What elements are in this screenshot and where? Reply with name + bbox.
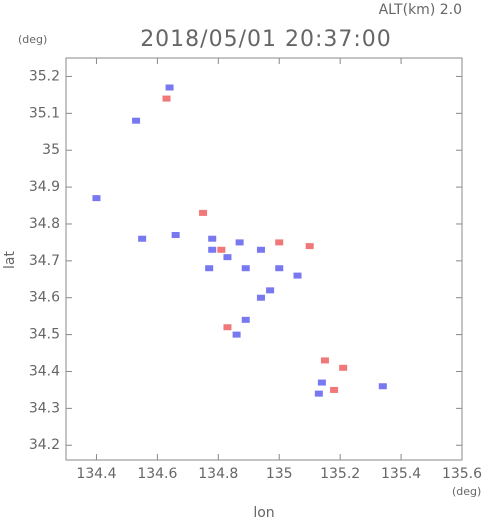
y-tick-label: 34.6: [29, 290, 60, 306]
y-tick-label: 34.2: [29, 437, 60, 453]
radar-echo: [217, 246, 226, 253]
radar-echo: [208, 246, 217, 253]
subtitle: ALT(km) 2.0: [379, 2, 462, 18]
radar-echo: [275, 265, 284, 272]
radar-echo: [275, 239, 284, 246]
radar-echo: [320, 357, 329, 364]
y-tick-label: 34.8: [29, 216, 60, 232]
x-tick-label: 134.8: [198, 466, 238, 482]
x-tick-label: 135: [266, 466, 293, 482]
radar-echo: [235, 239, 244, 246]
x-tick-label: 135.2: [320, 466, 360, 482]
x-tick-label: 134.4: [76, 466, 116, 482]
x-tick-label: 135.6: [442, 466, 482, 482]
radar-echo: [241, 265, 250, 272]
x-tick-label: 134.6: [137, 466, 177, 482]
y-tick-label: 34.3: [29, 400, 60, 416]
radar-echo: [317, 379, 326, 386]
radar-echo: [208, 235, 217, 242]
radar-echo: [205, 265, 214, 272]
plot-frame: [65, 57, 463, 461]
radar-echo: [199, 209, 208, 216]
y-tick-label: 34.5: [29, 327, 60, 343]
radar-echo: [162, 95, 171, 102]
y-axis-label: lat: [2, 251, 18, 269]
radar-echo: [171, 232, 180, 239]
radar-echo: [223, 324, 232, 331]
x-unit: (deg): [452, 485, 481, 498]
y-tick-label: 34.9: [29, 179, 60, 195]
radar-echo: [293, 272, 302, 279]
y-tick-label: 34.4: [29, 363, 60, 379]
radar-echo: [232, 331, 241, 338]
y-tick-label: 35.2: [29, 68, 60, 84]
y-unit: (deg): [18, 33, 47, 46]
radar-echo: [256, 246, 265, 253]
y-tick-label: 35.1: [29, 105, 60, 121]
x-axis-label: lon: [253, 505, 274, 521]
radar-echo: [314, 390, 323, 397]
radar-echo: [305, 243, 314, 250]
chart-title: 2018/05/01 20:37:00: [140, 27, 392, 52]
radar-echo: [92, 195, 101, 202]
radar-echo: [223, 254, 232, 261]
radar-echo: [241, 316, 250, 323]
y-tick-label: 34.7: [29, 253, 60, 269]
radar-echo: [165, 84, 174, 91]
x-tick-label: 135.4: [381, 466, 421, 482]
radar-echo: [256, 294, 265, 301]
radar-echo: [138, 235, 147, 242]
radar-echo: [330, 386, 339, 393]
radar-echo: [266, 287, 275, 294]
radar-echo: [339, 364, 348, 371]
radar-echo: [132, 117, 141, 124]
radar-echo: [378, 383, 387, 390]
y-tick-label: 35: [42, 142, 60, 158]
